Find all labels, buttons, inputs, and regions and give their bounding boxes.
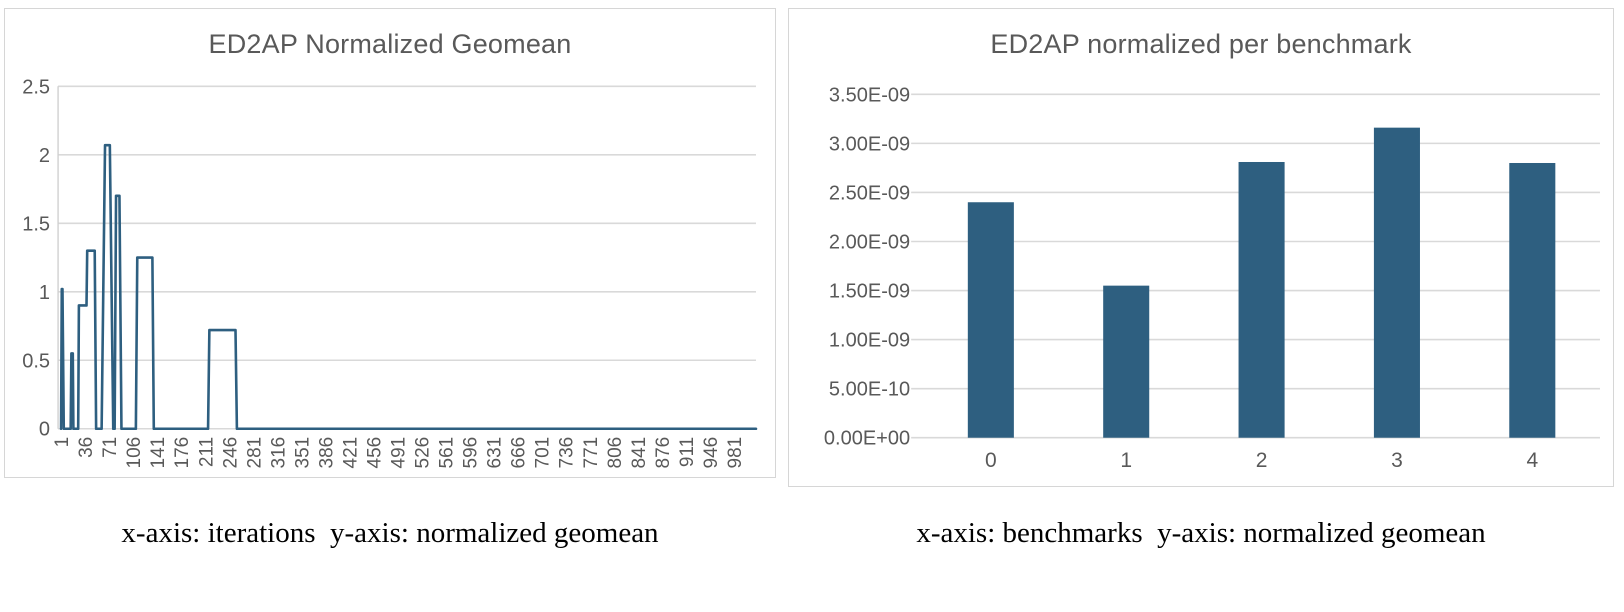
svg-text:176: 176 [172, 437, 193, 469]
svg-text:3.50E-09: 3.50E-09 [829, 84, 910, 106]
svg-text:5.00E-10: 5.00E-10 [829, 379, 910, 401]
line-chart-svg: 00.511.522.51 36 71 106 141 176 211 246 281 316 35… [22, 76, 758, 469]
svg-text:736: 736 [557, 437, 578, 469]
svg-text:1.5: 1.5 [22, 213, 50, 235]
bar [1238, 161, 1285, 438]
bar [1103, 285, 1150, 438]
chart-card-benchmark: 0.00E+00 5.00E-10 1.00E-09 1.50E-09 2.00E-09… [788, 8, 1614, 487]
svg-text:666: 666 [509, 437, 530, 469]
svg-text:456: 456 [364, 437, 385, 469]
svg-text:2.5: 2.5 [22, 76, 50, 98]
chart-card-geomean: 0 0.5 1 1.5 2 2.5 1 36 71 106 141 176 211 246 281 316 35… [4, 8, 776, 478]
bar [967, 202, 1014, 438]
svg-text:1: 1 [1120, 449, 1132, 472]
svg-text:421: 421 [340, 437, 361, 469]
svg-text:981: 981 [725, 437, 746, 469]
svg-text:316: 316 [268, 437, 289, 469]
chart-title-benchmark: ED2AP normalized per benchmark [990, 29, 1412, 59]
svg-text:351: 351 [292, 437, 313, 469]
y-tick-labels: 0.00E+00 5.00E-10 1.00E-09 1.50E-09 2.00E-09… [824, 84, 910, 449]
svg-text:211: 211 [196, 437, 217, 467]
svg-text:526: 526 [413, 437, 434, 469]
svg-text:1.00E-09: 1.00E-09 [829, 330, 910, 352]
axis-caption-right: x-axis: benchmarks y-axis: normalized ge… [916, 517, 1486, 549]
chart-title-geomean: ED2AP Normalized Geomean [208, 29, 572, 59]
y-tick-labels: 0 0.5 1 1.5 2 2.5 [22, 76, 50, 440]
svg-text:1: 1 [52, 437, 73, 448]
svg-text:806: 806 [605, 437, 626, 469]
axis-caption-left: x-axis: iterations y-axis: normalized ge… [121, 517, 659, 549]
svg-text:141: 141 [148, 437, 169, 469]
svg-text:2.00E-09: 2.00E-09 [829, 232, 910, 254]
svg-text:491: 491 [389, 437, 410, 469]
svg-text:771: 771 [581, 437, 602, 469]
svg-text:596: 596 [461, 437, 482, 469]
svg-text:281: 281 [244, 437, 265, 469]
svg-text:1.50E-09: 1.50E-09 [829, 281, 910, 303]
svg-text:2.50E-09: 2.50E-09 [829, 182, 910, 204]
category-labels: 0 1 2 3 4 [985, 449, 1538, 472]
svg-text:841: 841 [629, 437, 650, 469]
bars [967, 127, 1556, 438]
svg-text:0.5: 0.5 [22, 350, 50, 372]
svg-text:2: 2 [39, 145, 50, 167]
series-line [59, 143, 758, 431]
bar [1373, 127, 1420, 438]
svg-text:71: 71 [100, 437, 121, 458]
bar-chart-svg: 0.00E+00 5.00E-10 1.00E-09 1.50E-09 2.00E-09… [824, 84, 1600, 472]
svg-text:561: 561 [437, 437, 458, 469]
svg-text:0.00E+00: 0.00E+00 [824, 428, 910, 450]
svg-text:876: 876 [653, 437, 674, 469]
svg-text:106: 106 [124, 437, 145, 469]
bar [1509, 162, 1556, 438]
svg-text:2: 2 [1256, 449, 1268, 472]
svg-text:3.00E-09: 3.00E-09 [829, 133, 910, 155]
svg-text:0: 0 [39, 419, 50, 441]
svg-text:0: 0 [985, 449, 997, 472]
svg-text:4: 4 [1526, 449, 1538, 472]
svg-text:1: 1 [39, 282, 50, 304]
svg-text:946: 946 [701, 437, 722, 469]
svg-text:3: 3 [1391, 449, 1403, 472]
svg-text:631: 631 [485, 437, 506, 469]
svg-text:36: 36 [76, 437, 97, 458]
svg-text:911: 911 [677, 437, 698, 467]
x-tick-labels: 1 36 71 106 141 176 211 246 281 316 351 386 421 456 49… [52, 437, 746, 469]
svg-text:246: 246 [220, 437, 241, 469]
svg-text:701: 701 [533, 437, 554, 469]
y-gridlines [58, 85, 756, 430]
svg-text:386: 386 [316, 437, 337, 469]
